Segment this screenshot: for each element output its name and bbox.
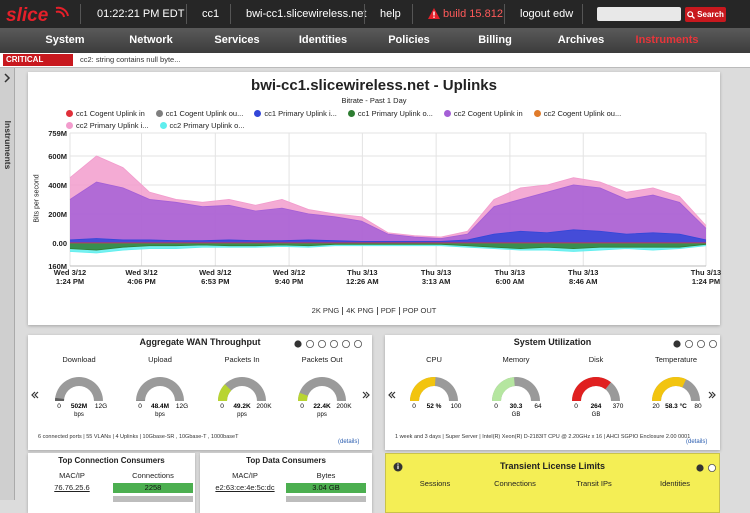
details-link[interactable]: (details) [686, 439, 707, 445]
gauge-fill [410, 377, 436, 401]
gauge-fill [492, 377, 515, 401]
gauge-min: 0 [412, 403, 416, 410]
panel-title: Aggregate WAN Throughput [28, 337, 372, 347]
table-cell[interactable]: e2:63:ce:4e:5c:dc [205, 483, 285, 492]
panel-title: Top Data Consumers [200, 456, 372, 465]
gauge-min: 0 [494, 403, 498, 410]
gauge-unit: GB [512, 412, 521, 418]
gauge-label: Disk [561, 355, 631, 364]
gauge-max: 12G [95, 403, 107, 410]
gauge-max: 12G [176, 403, 188, 410]
y-tick-label: 400M [48, 181, 67, 190]
table-row-placeholder [286, 496, 366, 502]
table-row-placeholder [113, 496, 193, 502]
x-tick-label: Thu 3/13 12:26 AM [332, 268, 392, 286]
gauge-track [55, 377, 103, 401]
license-column: Connections [475, 479, 555, 488]
license-column: Transit IPs [554, 479, 634, 488]
gauge-label: Packets In [207, 355, 277, 364]
gauge-value: 52 % [427, 403, 442, 410]
gauge-value: 58.3 °C [665, 402, 687, 410]
x-tick-label: Wed 3/12 9:40 PM [259, 268, 319, 286]
gauge-value: 30.3 [510, 403, 523, 410]
gauge-min: 0 [574, 403, 578, 410]
gauge-value: 264 [591, 403, 602, 410]
gauge-fill [572, 377, 611, 401]
gauge-label: Packets Out [287, 355, 357, 364]
gauge-unit: GB [592, 412, 601, 418]
gauge-min: 20 [652, 403, 660, 410]
details-link[interactable]: (details) [338, 439, 359, 445]
x-tick-label: Wed 3/12 6:53 PM [185, 268, 245, 286]
x-tick-label: Thu 3/13 8:46 AM [553, 268, 613, 286]
x-tick-label: Thu 3/13 3:13 AM [406, 268, 466, 286]
gauge-min: 0 [220, 403, 224, 410]
gauge-max: 200K [256, 403, 272, 410]
gauge-value: 48.4M [151, 403, 169, 410]
x-tick-label: Wed 3/12 1:24 PM [40, 268, 100, 286]
gauge-max: 200K [336, 403, 352, 410]
gauge-label: Temperature [641, 355, 711, 364]
table-header: MAC/IP [32, 471, 112, 480]
table-cell[interactable]: 76.76.25.6 [32, 483, 112, 492]
table-bar-cell: 2258 [113, 483, 193, 493]
gauge-min: 0 [300, 403, 304, 410]
table-header: MAC/IP [205, 471, 285, 480]
gauge-max: 80 [694, 403, 702, 410]
gauge-value: 502M [71, 403, 87, 410]
gauge-min: 0 [57, 403, 61, 410]
panel-title: Transient License Limits [385, 461, 720, 471]
y-tick-label: 200M [48, 210, 67, 219]
x-tick-label: Thu 3/13 1:24 PM [676, 268, 736, 286]
gauge-max: 100 [451, 403, 462, 410]
y-tick-label: 759M [48, 129, 67, 138]
license-column: Identities [635, 479, 715, 488]
gauge-min: 0 [138, 403, 142, 410]
gauge-unit: pps [237, 412, 247, 418]
gauge-unit: bps [74, 412, 84, 418]
gauge-value: 22.4K [313, 403, 331, 410]
x-tick-label: Wed 3/12 4:06 PM [112, 268, 172, 286]
gauge-track [136, 377, 184, 401]
gauge-label: Download [44, 355, 114, 364]
gauge-unit: bps [155, 412, 165, 418]
x-tick-label: Thu 3/13 6:00 AM [480, 268, 540, 286]
panel-footer: 1 week and 3 days | Super Server | Intel… [395, 434, 690, 440]
license-column: Sessions [395, 479, 475, 488]
panel-title: System Utilization [385, 337, 720, 347]
page: { "header": {"logo": "slice", "time": "0… [0, 0, 750, 500]
gauge-label: CPU [399, 355, 469, 364]
y-tick-label: 600M [48, 152, 67, 161]
gauge-max: 64 [534, 403, 542, 410]
table-bar-cell: 3.04 GB [286, 483, 366, 493]
gauge-unit: pps [317, 412, 327, 418]
panel-title: Top Connection Consumers [28, 456, 195, 465]
table-header: Bytes [286, 471, 366, 480]
gauge-max: 370 [613, 403, 624, 410]
panel-footer: 6 connected ports | 55 VLANs | 4 Uplinks… [38, 434, 238, 440]
gauge-value: 49.2K [233, 403, 251, 410]
gauge-label: Upload [125, 355, 195, 364]
gauge-label: Memory [481, 355, 551, 364]
table-header: Connections [113, 471, 193, 480]
gauge-fill [652, 377, 686, 401]
y-tick-label: 0.00 [52, 239, 67, 248]
